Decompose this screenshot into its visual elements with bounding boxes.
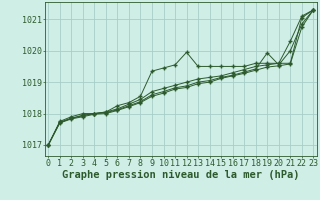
X-axis label: Graphe pression niveau de la mer (hPa): Graphe pression niveau de la mer (hPa) bbox=[62, 170, 300, 180]
